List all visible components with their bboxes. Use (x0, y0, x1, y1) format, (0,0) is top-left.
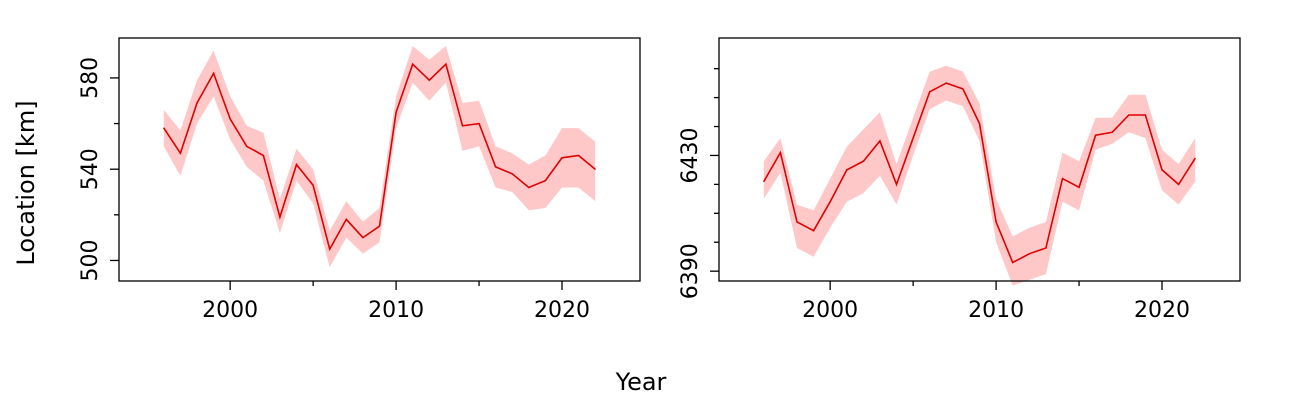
data-point (1194, 157, 1196, 159)
data-point (929, 91, 931, 93)
data-point (395, 111, 397, 113)
data-point (179, 152, 181, 154)
data-point (1045, 247, 1047, 249)
data-point (829, 201, 831, 203)
data-point (378, 225, 381, 227)
data-point (561, 157, 563, 159)
data-point (912, 137, 914, 139)
data-point (196, 102, 198, 104)
data-point (461, 125, 464, 127)
y-tick-label: 500 (78, 240, 103, 282)
data-point (262, 154, 264, 157)
data-point (428, 79, 430, 81)
data-point (1161, 169, 1163, 171)
confidence-band-0 (163, 46, 596, 268)
data-point (995, 221, 997, 223)
data-point (978, 123, 981, 125)
x-tick-label: 2020 (1134, 298, 1190, 323)
data-point (229, 118, 231, 120)
data-point (295, 164, 298, 166)
data-point (1078, 186, 1080, 188)
data-point (213, 72, 215, 74)
data-point (578, 154, 580, 157)
data-point (945, 82, 947, 84)
data-point (1012, 261, 1014, 264)
x-tick-label: 2000 (202, 298, 258, 323)
data-point (1128, 114, 1130, 116)
data-point (962, 88, 964, 90)
y-tick-label: 540 (78, 148, 103, 190)
data-point (1095, 134, 1097, 136)
data-point (246, 145, 248, 147)
y-axis-title: Location [km] (12, 100, 40, 265)
x-axis-title: Year (615, 368, 667, 396)
data-point (528, 186, 530, 189)
data-point (594, 168, 596, 170)
y-tick-label: 6390 (678, 243, 703, 299)
x-tick-label: 2020 (534, 298, 590, 323)
x-tick-label: 2010 (368, 298, 424, 323)
y-tick-label: 580 (78, 57, 103, 99)
data-point (813, 230, 815, 232)
data-point (478, 123, 480, 125)
data-point (779, 152, 782, 154)
x-tick-label: 2010 (968, 298, 1024, 323)
data-point (345, 218, 347, 220)
left-panel: 2000 2010 2020 500 540 580 (78, 37, 641, 323)
data-point (1178, 183, 1180, 185)
data-point (1144, 114, 1146, 116)
confidence-band-0 (763, 65, 1196, 286)
data-point (329, 248, 331, 250)
data-point (312, 184, 314, 186)
plot-frame (118, 37, 641, 282)
data-point (862, 160, 865, 162)
plot-frame (718, 37, 1241, 282)
data-point (495, 166, 497, 168)
data-point (1061, 178, 1064, 180)
data-point (1111, 131, 1113, 133)
data-point (412, 63, 414, 65)
data-point (1028, 253, 1030, 255)
data-point (879, 140, 881, 142)
y-tick-label: 6430 (678, 128, 703, 184)
data-point (796, 221, 798, 223)
data-point (846, 169, 848, 171)
x-tick-label: 2000 (802, 298, 858, 323)
data-point (445, 63, 447, 65)
data-point (895, 183, 898, 185)
data-point (163, 127, 165, 129)
data-point (362, 237, 364, 239)
data-point (511, 173, 513, 175)
data-point (279, 216, 281, 218)
data-point (544, 180, 547, 182)
right-panel: 2000 2010 2020 6390 6430 (678, 37, 1241, 323)
data-point (763, 180, 765, 183)
